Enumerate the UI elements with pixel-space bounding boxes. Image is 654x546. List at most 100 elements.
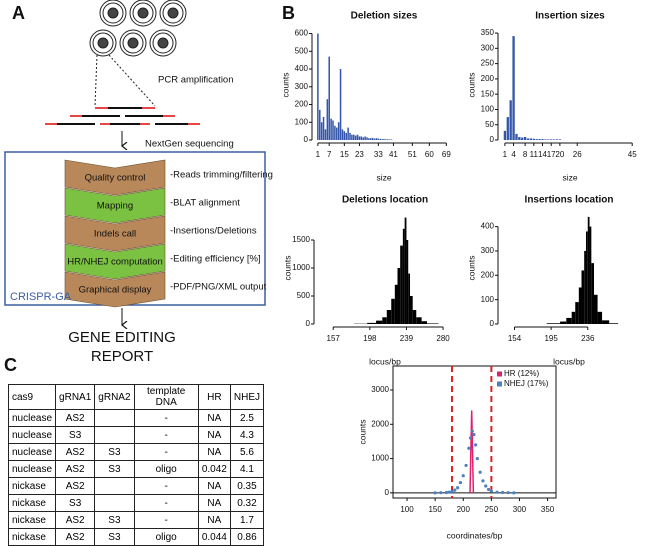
bar <box>364 136 366 140</box>
y-tick-label: 1000 <box>292 263 310 272</box>
bar <box>357 135 359 140</box>
x-tick-label: 51 <box>408 150 417 159</box>
point <box>507 491 510 494</box>
cell: - <box>134 427 198 444</box>
y-axis-label: counts <box>466 255 476 280</box>
point <box>481 479 484 482</box>
cell: NA <box>198 427 230 444</box>
bar <box>374 139 376 140</box>
cell: - <box>134 512 198 529</box>
cell: NA <box>198 478 230 495</box>
point <box>471 430 474 433</box>
bar <box>602 320 609 324</box>
y-tick-label: 300 <box>481 246 495 255</box>
bar <box>579 287 582 324</box>
series-line <box>470 411 473 493</box>
x-axis-label: locus/bp <box>369 356 401 366</box>
bar <box>328 57 330 140</box>
y-tick-label: 50 <box>485 120 494 129</box>
point <box>445 491 448 494</box>
bar <box>504 131 506 140</box>
y-tick-label: 200 <box>481 74 495 83</box>
bar <box>582 270 585 324</box>
x-tick-label: 250 <box>485 505 499 514</box>
x-tick-label: 195 <box>544 334 558 343</box>
bar <box>510 100 512 140</box>
y-tick-label: 0 <box>490 319 495 328</box>
step-note: -Insertions/Deletions <box>170 226 257 237</box>
cell: - <box>134 410 198 427</box>
cell: nuclease <box>9 444 56 461</box>
bar <box>359 136 361 140</box>
point <box>487 488 490 491</box>
bar <box>351 135 353 140</box>
y-axis-label: counts <box>280 72 290 97</box>
x-axis-label: coordinates/bp <box>447 530 503 540</box>
y-tick-label: 400 <box>295 64 309 73</box>
report-line: GENE EDITING <box>68 329 176 346</box>
x-tick-label: 154 <box>508 334 522 343</box>
pipeline: Quality control-Reads trimming/filtering… <box>65 160 273 307</box>
bar <box>591 263 594 324</box>
x-tick-label: 200 <box>457 505 471 514</box>
panel-label: B <box>282 3 295 23</box>
point <box>434 491 437 494</box>
tool-name: CRISPR-GA <box>10 291 72 303</box>
y-tick-label: 100 <box>481 295 495 304</box>
bar <box>367 323 376 324</box>
bar <box>556 139 558 140</box>
cell: 0.044 <box>198 529 230 546</box>
panel-label: A <box>12 3 25 23</box>
header-cell: gRNA2 <box>95 385 134 410</box>
step-note: -Reads trimming/filtering <box>170 170 273 181</box>
point <box>469 436 472 439</box>
cell: AS2 <box>56 461 95 478</box>
chart-title: Insertions location <box>525 195 614 206</box>
bar <box>387 139 389 140</box>
point <box>439 491 442 494</box>
bar <box>538 139 540 140</box>
bar <box>327 99 329 140</box>
bar <box>323 117 325 140</box>
cell: - <box>134 495 198 512</box>
bar <box>572 312 576 324</box>
cell: 1.7 <box>230 512 263 529</box>
bar <box>594 295 598 324</box>
cell: S3 <box>95 512 134 529</box>
point <box>501 491 504 494</box>
bar <box>342 129 344 140</box>
cell: S3 <box>95 529 134 546</box>
y-tick-label: 400 <box>481 222 495 231</box>
bar <box>395 285 398 324</box>
bar <box>361 136 363 140</box>
cell: nuclease <box>9 410 56 427</box>
step-note: -PDF/PNG/XML output <box>170 282 267 293</box>
cell: 4.3 <box>230 427 263 444</box>
x-tick-label: 1 <box>503 150 508 159</box>
header-cell: HR <box>198 385 230 410</box>
chart-title: Deletions location <box>342 195 428 206</box>
y-tick-label: 600 <box>295 29 309 38</box>
bar <box>379 139 381 140</box>
cell <box>95 427 134 444</box>
report-line: REPORT <box>91 348 153 365</box>
point <box>453 489 456 492</box>
y-tick-label: 0 <box>385 488 390 497</box>
y-tick-label: 0 <box>490 135 495 144</box>
cell: S3 <box>95 444 134 461</box>
header-cell: template DNA <box>134 385 198 410</box>
y-tick-label: 100 <box>481 105 495 114</box>
legend-label: NHEJ (17%) <box>504 379 549 388</box>
bar <box>325 129 327 140</box>
y-tick-label: 0 <box>304 135 309 144</box>
x-tick-label: 23 <box>355 150 364 159</box>
cell: nuclease <box>9 461 56 478</box>
bar <box>413 310 417 324</box>
header-cell: NHEJ <box>230 385 263 410</box>
bar <box>530 138 532 140</box>
step-label: NextGen sequencing <box>145 139 234 150</box>
bar <box>515 134 517 140</box>
y-tick-label: 200 <box>295 100 309 109</box>
bar <box>536 139 538 140</box>
